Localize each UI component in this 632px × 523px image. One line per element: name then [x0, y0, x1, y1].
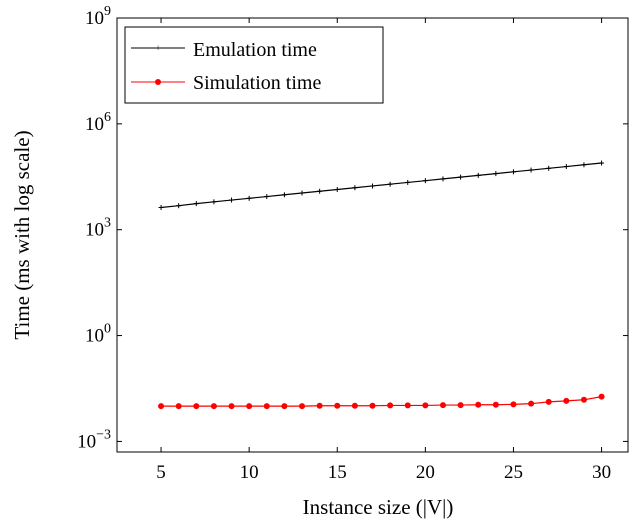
data-point-simulation — [580, 396, 587, 403]
data-point-simulation — [369, 402, 376, 409]
y-tick-label: 100 — [85, 322, 111, 347]
x-axis-label: Instance size (|V|) — [303, 495, 454, 519]
data-point-emulation — [317, 188, 323, 194]
data-point-simulation — [246, 403, 253, 410]
data-point-simulation — [457, 402, 464, 409]
data-point-simulation — [299, 403, 306, 410]
data-point-simulation — [334, 402, 341, 409]
data-point-emulation — [493, 171, 499, 177]
x-tick-label: 5 — [156, 462, 166, 483]
legend-marker-simulation — [155, 79, 161, 85]
y-axis-label: Time (ms with log scale) — [10, 130, 34, 339]
data-point-simulation — [510, 401, 517, 408]
data-point-emulation — [193, 201, 199, 207]
data-point-simulation — [422, 402, 429, 409]
data-point-simulation — [281, 403, 288, 410]
y-tick-label: 10−3 — [77, 427, 111, 452]
x-axis-ticks: 5 10 15 20 25 30 — [156, 18, 611, 483]
y-tick-label: 106 — [85, 110, 111, 135]
data-point-simulation — [351, 402, 358, 409]
legend: + Emulation time Simulation time — [124, 26, 384, 104]
data-point-simulation — [563, 397, 570, 404]
data-point-simulation — [545, 398, 552, 405]
legend-marker-emulation: + — [155, 43, 160, 53]
series-line-simulation — [161, 396, 602, 407]
data-point-emulation — [563, 164, 569, 170]
y-axis-ticks: 10−3 100 103 106 109 — [77, 4, 628, 452]
data-point-emulation — [528, 167, 534, 173]
legend-label-emulation: Emulation time — [193, 39, 317, 61]
data-point-simulation — [316, 402, 323, 409]
data-point-emulation — [581, 162, 587, 168]
data-point-emulation — [440, 176, 446, 182]
x-tick-label: 30 — [592, 462, 611, 483]
data-point-emulation — [281, 192, 287, 198]
data-point-emulation — [211, 199, 217, 205]
data-point-emulation — [264, 194, 270, 200]
data-point-emulation — [334, 186, 340, 192]
legend-box — [124, 26, 384, 104]
data-point-simulation — [598, 393, 605, 400]
data-point-simulation — [158, 403, 165, 410]
data-point-emulation — [176, 203, 182, 209]
y-tick-label: 103 — [85, 216, 111, 241]
data-point-emulation — [422, 178, 428, 184]
data-point-simulation — [175, 403, 182, 410]
data-point-emulation — [352, 185, 358, 191]
data-point-emulation — [299, 190, 305, 196]
data-point-simulation — [387, 402, 394, 409]
data-point-emulation — [599, 160, 605, 166]
data-point-simulation — [210, 403, 217, 410]
data-point-simulation — [193, 403, 200, 410]
data-point-emulation — [229, 197, 235, 203]
x-tick-label: 20 — [416, 462, 435, 483]
x-tick-label: 10 — [240, 462, 259, 483]
data-point-simulation — [475, 401, 482, 408]
plot-frame — [116, 17, 629, 453]
data-point-simulation — [263, 403, 270, 410]
data-point-emulation — [158, 204, 164, 210]
series-layer — [158, 160, 605, 410]
data-point-emulation — [546, 165, 552, 171]
data-point-emulation — [475, 172, 481, 178]
y-tick-label: 109 — [85, 4, 111, 29]
data-point-simulation — [439, 402, 446, 409]
data-point-emulation — [387, 181, 393, 187]
data-point-simulation — [528, 400, 535, 407]
data-point-emulation — [370, 183, 375, 189]
data-point-simulation — [228, 403, 235, 410]
x-tick-label: 25 — [504, 462, 523, 483]
data-point-emulation — [458, 174, 464, 180]
data-point-emulation — [246, 195, 252, 201]
series-line-emulation — [160, 162, 602, 209]
data-point-simulation — [404, 402, 411, 409]
data-point-emulation — [405, 179, 411, 185]
data-point-simulation — [492, 401, 499, 408]
data-point-emulation — [510, 169, 516, 175]
x-tick-label: 15 — [328, 462, 347, 483]
legend-label-simulation: Simulation time — [193, 72, 321, 94]
